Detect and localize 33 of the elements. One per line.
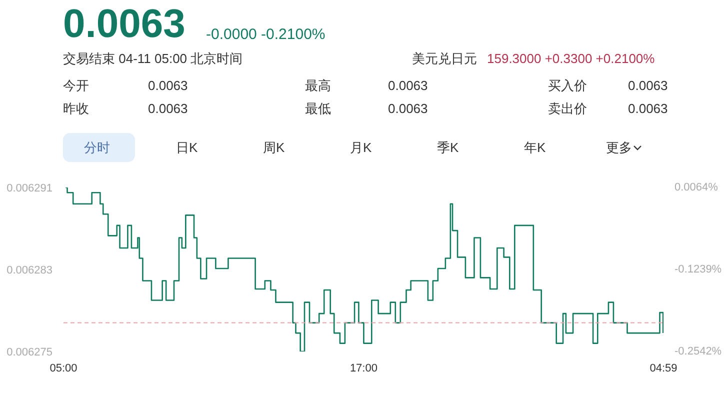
x-tick-label: 17:00 [350, 362, 378, 374]
text: 美元兑日元 [412, 50, 477, 68]
text: 0.0063 [388, 77, 428, 95]
text: 买入价 [548, 77, 587, 95]
x-tick-label: 04:59 [650, 362, 678, 374]
text: 周K [263, 139, 285, 157]
text: 0.0063 [388, 100, 428, 118]
text: 季K [437, 139, 459, 157]
text: 卖出价 [548, 100, 587, 118]
x-tick-label: 05:00 [50, 362, 78, 374]
text: 159.3000 +0.3300 +0.2100% [487, 50, 655, 68]
text: 最低 [305, 100, 331, 118]
text: 日K [176, 139, 198, 157]
y2-tick-label: -0.2542% [674, 346, 722, 358]
text: 0.0063 [628, 77, 668, 95]
text: 0.0063 [148, 77, 188, 95]
text: 年K [524, 139, 546, 157]
y-tick-label: 0.006283 [6, 264, 53, 276]
text: 月K [350, 139, 372, 157]
text: 今开 [63, 77, 89, 95]
y2-tick-label: -0.1239% [674, 264, 722, 276]
text: 交易结束 04-11 05:00 北京时间 [63, 50, 243, 68]
y2-tick-label: 0.0064% [674, 182, 718, 194]
text: 昨收 [63, 100, 89, 118]
y-tick-label: 0.006291 [6, 182, 53, 194]
text: 分时 [84, 139, 110, 157]
text: 0.0063 [628, 100, 668, 118]
text: 0.0063 [63, 2, 186, 46]
chart-title: 0.0063 [148, 100, 188, 118]
text: 最高 [305, 77, 331, 95]
y-tick-label: 0.006275 [6, 346, 53, 358]
text: 更多 [606, 139, 632, 157]
chart-subtitle: -0.0000 -0.2100% [206, 25, 326, 45]
